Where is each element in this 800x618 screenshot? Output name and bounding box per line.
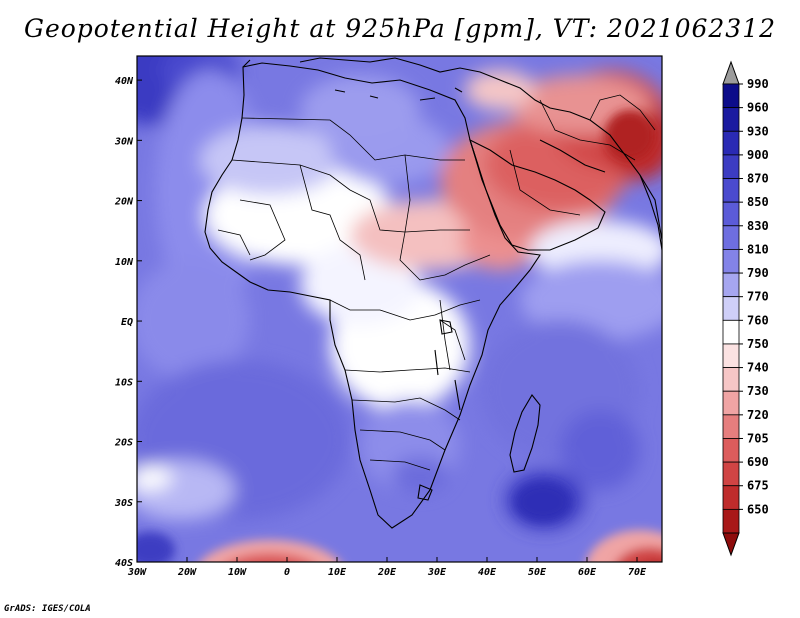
y-tick-label: 40S [115,558,133,569]
plot-frame [136,55,663,563]
y-tick-label: 20S [114,438,133,449]
y-tick-label: 30N [114,136,134,147]
colorbar-label: 720 [747,408,769,422]
colorbar-swatch [722,508,740,534]
colorbar-label: 760 [747,313,769,327]
colorbar-label: 730 [747,384,769,398]
colorbar-label: 770 [747,290,769,304]
colorbar: 990 960 930 900 870 850 830 810 790 770 760 750 740 7… [722,60,769,557]
colorbar-top-triangle [722,60,740,85]
colorbar-swatch [722,154,740,179]
colorbar-swatch [722,107,740,132]
colorbar-label: 900 [747,148,769,162]
eurasia-coastline [242,57,662,241]
colorbar-swatch [722,367,740,392]
x-tick-label: 10E [328,567,347,578]
colorbar-swatch [722,83,740,109]
x-tick-label: 70E [628,567,647,578]
colorbar-swatch [722,201,740,227]
colorbar-swatch [722,225,740,250]
colorbar-label: 750 [747,337,769,351]
y-tick-label: EQ [121,317,133,328]
colorbar-swatch [722,485,740,510]
colorbar-swatch [722,296,740,321]
madagascar-coastline [509,394,541,473]
x-tick-label: 20E [377,567,397,578]
y-tick-label: 30S [114,498,133,509]
y-tick-label: 40N [115,76,134,87]
colorbar-label: 740 [747,361,769,375]
x-tick-label: 60E [578,567,597,578]
map-title: Geopotential Height at 925hPa [gpm], VT:… [23,14,777,43]
colorbar-swatch [722,390,740,416]
colorbar-swatch [722,178,740,203]
colorbar-label: 990 [747,77,769,91]
colorbar-swatch [722,343,740,368]
colorbar-label: 830 [747,219,769,233]
x-tick-label: 30W [127,567,147,578]
colorbar-label: 870 [747,172,769,186]
colorbar-swatch [722,272,740,298]
colorbar-label: 930 [747,124,769,138]
colorbar-label: 960 [747,101,769,115]
colorbar-label: 650 [747,502,769,516]
africa-coastline [204,62,541,529]
colorbar-label: 810 [747,242,769,256]
colorbar-label: 705 [747,431,769,445]
y-tick-label: 10N [115,257,134,268]
colorbar-swatch [722,319,740,345]
y-axis: 40N 30N 20N 10N EQ 10S 20S 30S 40S [114,76,142,569]
y-tick-label: 20N [114,197,134,208]
x-tick-label: 30E [427,567,447,578]
y-tick-label: 10S [115,377,133,388]
colorbar-swatch [722,438,740,463]
colorbar-swatch [722,130,740,156]
coastlines [204,57,662,529]
colorbar-label: 675 [747,479,769,493]
colorbar-swatch [722,414,740,439]
x-tick-label: 0 [284,567,290,578]
credit-label: GrADS: IGES/COLA [4,604,91,614]
colorbar-label: 850 [747,195,769,209]
x-tick-label: 10W [228,567,247,578]
arabia-coastline [469,138,606,251]
x-axis: 30W 20W 10W 0 10E 20E 30E 40E 50E 60E 70E [127,557,647,578]
height-field [137,56,662,562]
x-tick-label: 40E [478,567,497,578]
colorbar-swatch [722,249,740,274]
colorbar-swatch [722,461,740,487]
x-tick-label: 20W [177,567,197,578]
colorbar-bottom-triangle [722,532,740,557]
colorbar-label: 790 [747,266,769,280]
x-tick-label: 50E [528,567,547,578]
colorbar-label: 690 [747,455,769,469]
